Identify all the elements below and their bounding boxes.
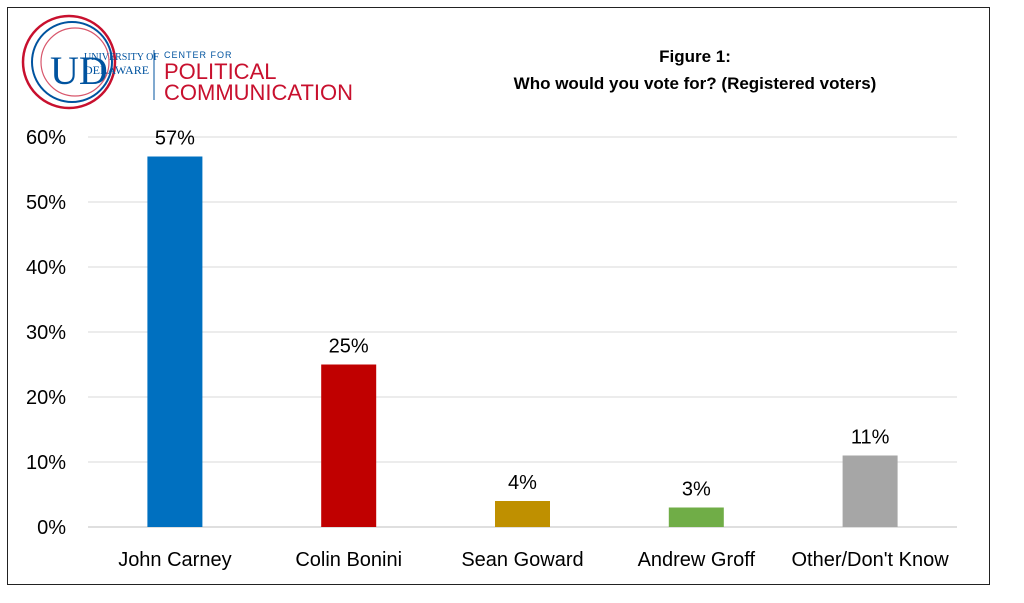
logo-ring-middle xyxy=(31,21,113,103)
logo-delaware: DELAWARE xyxy=(84,63,149,77)
chart-title-line1: Figure 1: xyxy=(659,47,731,66)
bar xyxy=(321,364,377,527)
logo-ring-inner xyxy=(40,27,110,97)
logo-center-for: CENTER FOR xyxy=(164,50,233,60)
chart-title: Figure 1: Who would you vote for? (Regis… xyxy=(430,43,960,97)
bar xyxy=(495,501,550,527)
data-label: 3% xyxy=(682,479,711,501)
y-tick-label: 10% xyxy=(26,452,66,474)
bar xyxy=(668,507,724,527)
x-tick-label: Colin Bonini xyxy=(295,549,402,571)
y-tick-label: 40% xyxy=(26,257,66,279)
y-tick-label: 0% xyxy=(37,517,66,539)
logo-university-of: UNIVERSITY OF xyxy=(84,52,159,63)
chart-title-line2: Who would you vote for? (Registered vote… xyxy=(513,74,877,93)
data-label: 4% xyxy=(508,472,537,494)
logo-monogram: UD xyxy=(50,48,108,93)
data-label: 57% xyxy=(155,128,195,150)
x-tick-label: John Carney xyxy=(118,549,231,571)
data-label: 25% xyxy=(329,336,369,358)
y-tick-label: 20% xyxy=(26,387,66,409)
y-tick-label: 60% xyxy=(26,127,66,149)
y-tick-label: 30% xyxy=(26,322,66,344)
logo-ring-outer xyxy=(21,14,117,110)
bar xyxy=(842,455,898,527)
data-label: 11% xyxy=(851,427,890,449)
logo-political: POLITICAL xyxy=(164,59,276,84)
x-tick-label: Other/Don't Know xyxy=(791,549,949,571)
y-tick-label: 50% xyxy=(26,192,66,214)
logo-communication: COMMUNICATION xyxy=(164,80,353,105)
bar xyxy=(147,156,203,527)
ud-cpc-logo: UD UNIVERSITY OF DELAWARE CENTER FOR POL… xyxy=(21,14,353,110)
x-tick-label: Andrew Groff xyxy=(638,549,756,571)
x-tick-label: Sean Goward xyxy=(461,549,583,571)
